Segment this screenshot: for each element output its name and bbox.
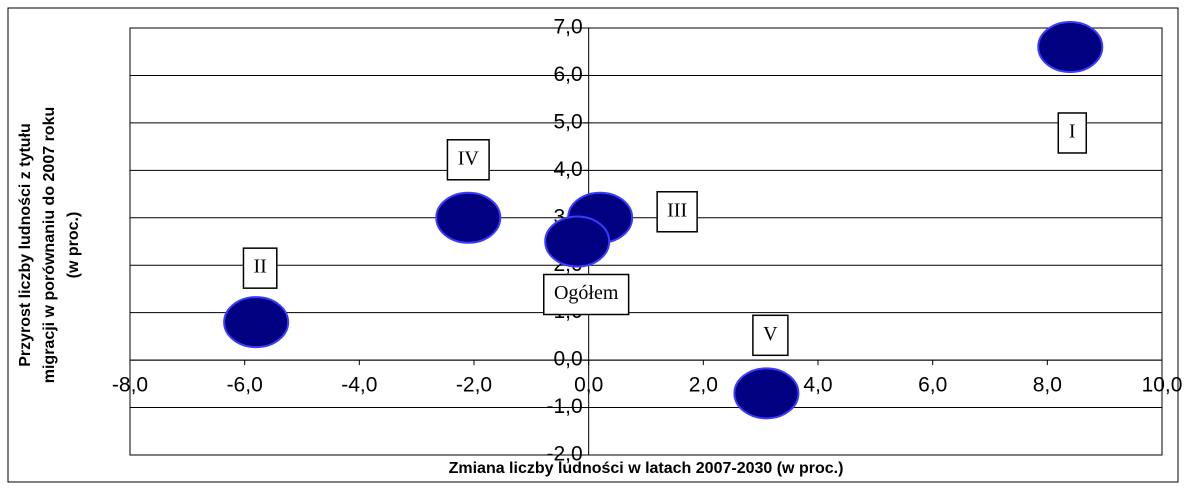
point-label-text: IV (458, 147, 480, 169)
y-tick-label: 5,0 (553, 110, 582, 133)
point-label-text: II (253, 256, 266, 278)
point (1037, 20, 1104, 73)
x-tick-label: 10,0 (1142, 374, 1183, 397)
x-tick-label: -2,0 (456, 374, 492, 397)
point-label-text: III (667, 199, 687, 221)
point (435, 191, 502, 244)
label-box (446, 139, 490, 181)
x-tick-label: -4,0 (341, 374, 377, 397)
point (223, 296, 290, 349)
y-tick-label: 7,0 (553, 16, 582, 39)
label-box (543, 273, 630, 316)
x-tick-label: 8,0 (1033, 374, 1062, 397)
y-tick-label: 4,0 (553, 158, 582, 181)
x-axis-title: Zmiana liczby ludności w latach 2007-203… (449, 460, 844, 477)
plot-area (129, 27, 1163, 456)
point-label-text: V (763, 323, 778, 345)
frame (7, 7, 1179, 483)
point (733, 367, 800, 420)
y-tick-label: 0,0 (553, 348, 582, 371)
x-tick-label: 2,0 (689, 374, 718, 397)
y-axis-title: Przyrost liczby ludności z tytułu migrac… (17, 107, 82, 384)
x-tick-label: -8,0 (112, 374, 148, 397)
point-label: IV (446, 139, 490, 181)
y-tick-label: -2,0 (546, 443, 582, 466)
point-label-text: Ogółem (554, 282, 619, 304)
point (544, 215, 611, 268)
y-tick-label: 6,0 (553, 63, 582, 86)
y-axis-title-line: migracji w porównaniu do 2007 roku (41, 107, 58, 384)
y-axis-title-line: (w proc.) (65, 212, 82, 279)
x-tick-label: 4,0 (803, 374, 832, 397)
point-label: II (242, 247, 278, 289)
point-label: III (656, 191, 698, 233)
x-tick-label: -6,0 (227, 374, 263, 397)
label-box (1057, 112, 1088, 154)
point-label: Ogółem (543, 273, 630, 316)
x-tick-label: 6,0 (918, 374, 947, 397)
label-box (752, 314, 789, 357)
y-axis-title-line: Przyrost liczby ludności z tytułu (17, 123, 34, 367)
label-box (242, 247, 278, 289)
label-box (656, 191, 698, 233)
point-label: I (1057, 112, 1088, 154)
point-label-text: I (1069, 121, 1076, 143)
y-tick-label: -1,0 (546, 395, 582, 418)
point-label: V (752, 314, 789, 357)
